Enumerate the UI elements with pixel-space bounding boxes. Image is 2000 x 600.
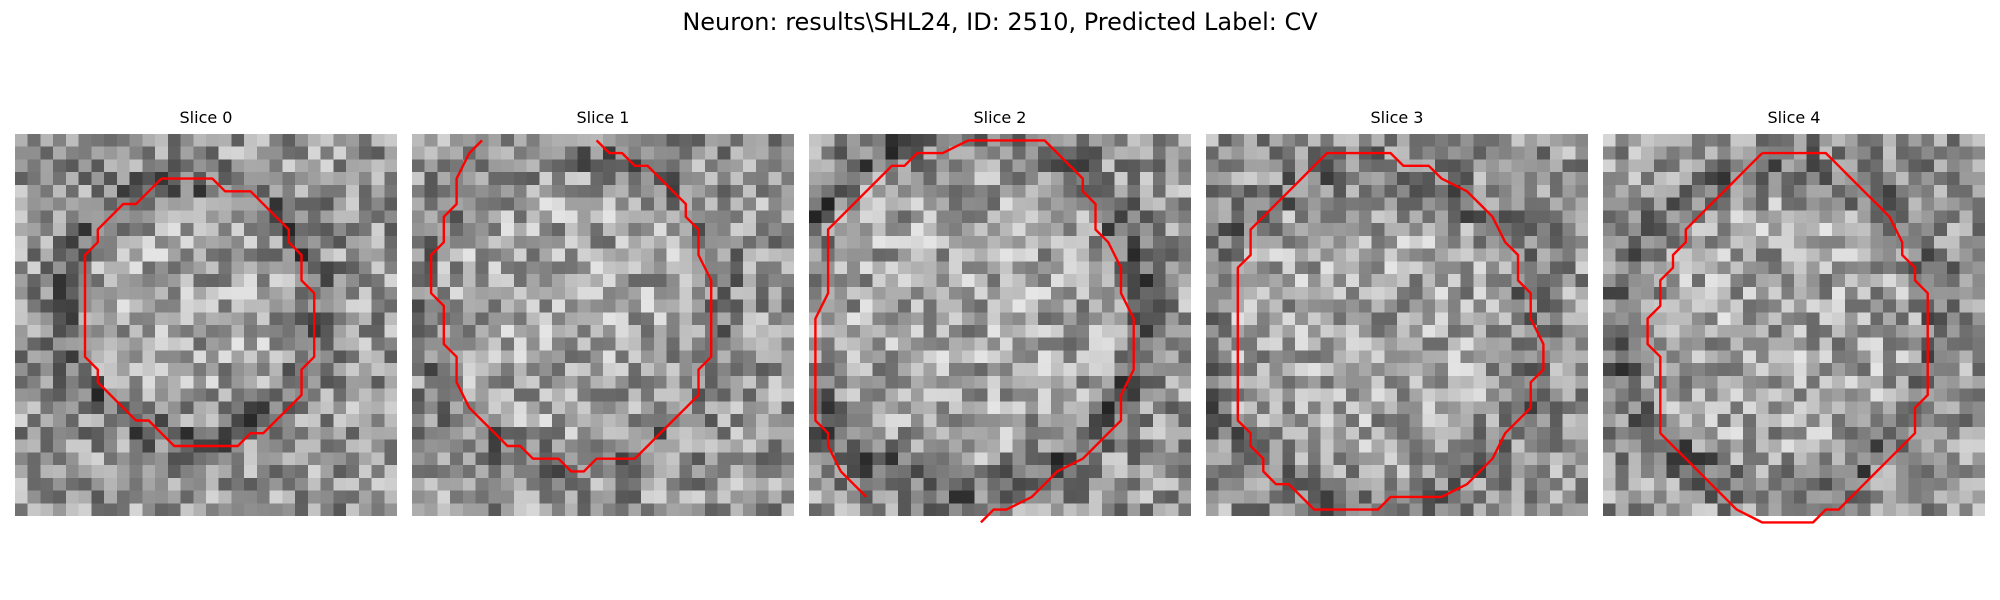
microscopy-slice-image <box>15 134 397 516</box>
slice-title: Slice 2 <box>973 108 1027 127</box>
grayscale-pixel-grid <box>412 134 794 516</box>
slice-title: Slice 0 <box>179 108 233 127</box>
slice-panel: Slice 3 <box>1206 108 1588 516</box>
slice-panel: Slice 4 <box>1603 108 1985 524</box>
slice-title: Slice 1 <box>576 108 630 127</box>
microscopy-slice-image <box>412 134 794 516</box>
microscopy-slice-image <box>809 134 1191 524</box>
microscopy-slice-image <box>1206 134 1588 516</box>
segmentation-contour <box>814 139 1135 524</box>
segmentation-contour <box>429 139 713 473</box>
segmentation-contour <box>1646 151 1929 524</box>
grayscale-pixel-grid <box>1603 134 1985 516</box>
contour-line <box>83 177 316 448</box>
microscopy-slice-image <box>1603 134 1985 524</box>
grayscale-pixel-grid <box>809 134 1191 516</box>
slice-panel: Slice 1 <box>412 108 794 516</box>
segmentation-contour <box>83 177 316 448</box>
slice-title: Slice 4 <box>1767 108 1821 127</box>
contour-line <box>1646 151 1929 524</box>
figure-title: Neuron: results\SHL24, ID: 2510, Predict… <box>682 8 1318 36</box>
slice-panel: Slice 0 <box>15 108 397 516</box>
contour-line <box>429 139 713 473</box>
contour-line <box>814 139 1135 524</box>
slice-panel: Slice 2 <box>809 108 1191 524</box>
grayscale-pixel-grid <box>1206 134 1588 516</box>
slice-title: Slice 3 <box>1370 108 1424 127</box>
segmentation-contour <box>1236 151 1545 511</box>
contour-line <box>1236 151 1545 511</box>
grayscale-pixel-grid <box>15 134 397 516</box>
